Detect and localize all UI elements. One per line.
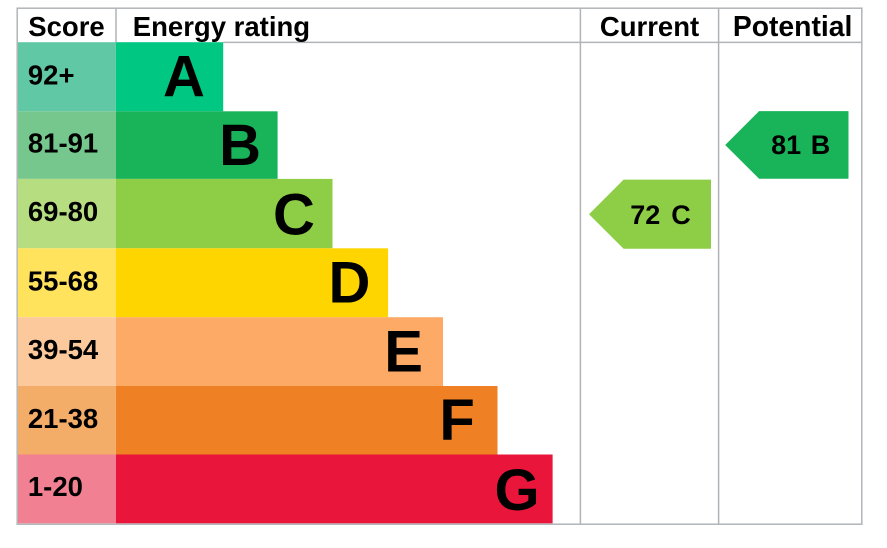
svg-text:Current: Current [600, 11, 699, 42]
svg-text:B: B [219, 113, 261, 178]
svg-text:39-54: 39-54 [28, 334, 99, 365]
svg-text:F: F [439, 388, 474, 453]
svg-text:D: D [328, 251, 370, 316]
svg-text:55-68: 55-68 [28, 265, 98, 296]
svg-text:81-91: 81-91 [28, 128, 98, 159]
svg-text:21-38: 21-38 [28, 403, 98, 434]
svg-text:E: E [384, 319, 423, 384]
svg-text:1-20: 1-20 [28, 471, 83, 502]
svg-text:Energy rating: Energy rating [133, 11, 310, 42]
svg-text:72: 72 [630, 200, 660, 230]
svg-text:G: G [494, 458, 539, 523]
svg-text:Potential: Potential [733, 10, 853, 42]
svg-text:92+: 92+ [28, 59, 75, 90]
svg-text:B: B [811, 130, 831, 160]
svg-text:Score: Score [28, 11, 104, 42]
svg-text:81: 81 [771, 130, 801, 160]
svg-text:C: C [273, 182, 315, 247]
svg-text:69-80: 69-80 [28, 196, 98, 227]
svg-text:C: C [671, 200, 691, 230]
svg-text:A: A [163, 44, 205, 109]
